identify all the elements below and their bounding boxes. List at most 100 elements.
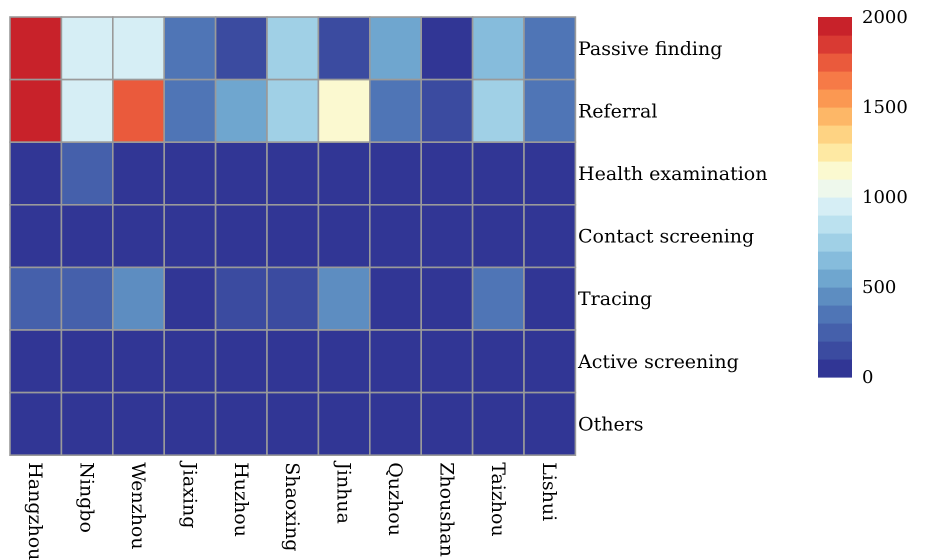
heatmap-cell — [112, 266, 166, 331]
colorbar-bin — [818, 305, 852, 324]
colorbar-bin — [818, 161, 852, 180]
column-label: Zhoushan — [435, 462, 457, 557]
row-label: Others — [578, 413, 644, 435]
heatmap-cell — [471, 141, 525, 206]
heatmap-cell — [163, 16, 217, 81]
heatmap-cell — [112, 204, 166, 269]
heatmap-cell — [420, 16, 474, 81]
heatmap-cell — [266, 266, 320, 331]
heatmap-cell — [266, 78, 320, 143]
column-label: Wenzhou — [127, 462, 149, 549]
colorbar-bin — [818, 179, 852, 198]
heatmap-cell — [112, 329, 166, 394]
heatmap-cell — [163, 204, 217, 269]
row-label: Health examination — [578, 163, 767, 185]
heatmap-cell — [9, 204, 63, 269]
column-label: Taizhou — [487, 462, 509, 537]
column-label: Huzhou — [230, 462, 252, 537]
heatmap-cell — [214, 266, 268, 331]
colorbar-tick-label: 0 — [862, 367, 873, 388]
heatmap-cell — [420, 329, 474, 394]
heatmap-cell — [163, 266, 217, 331]
colorbar-bin — [818, 197, 852, 216]
heatmap-cell — [317, 78, 371, 143]
heatmap-cell — [266, 141, 320, 206]
heatmap-cell — [317, 391, 371, 457]
heatmap-cells — [9, 16, 577, 457]
colorbar-bin — [818, 17, 852, 36]
row-label: Referral — [578, 100, 657, 122]
heatmap-cell — [266, 329, 320, 394]
heatmap-cell — [60, 266, 114, 331]
heatmap-cell — [214, 391, 268, 457]
heatmap-cell — [368, 329, 422, 394]
heatmap-cell — [9, 391, 63, 457]
colorbar-tick-label: 2000 — [862, 7, 908, 28]
heatmap-cell — [523, 78, 577, 143]
heatmap-cell — [60, 78, 114, 143]
colorbar-bin — [818, 35, 852, 54]
heatmap-cell — [214, 141, 268, 206]
heatmap-cell — [420, 78, 474, 143]
column-label: Shaoxing — [281, 462, 303, 551]
column-labels: Hangzhou Ningbo Wenzhou Jiaxing Huzhou Shaoxi… — [24, 460, 560, 560]
heatmap-cell — [368, 391, 422, 457]
heatmap-cell — [163, 391, 217, 457]
heatmap-cell — [163, 141, 217, 206]
heatmap-cell — [368, 204, 422, 269]
heatmap-cell — [112, 78, 166, 143]
heatmap-cell — [471, 78, 525, 143]
heatmap-cell — [420, 141, 474, 206]
row-label: Tracing — [578, 288, 652, 310]
heatmap-cell — [60, 16, 114, 81]
heatmap-cell — [523, 266, 577, 331]
heatmap-cell — [112, 141, 166, 206]
colorbar-bin — [818, 107, 852, 126]
heatmap-cell — [9, 329, 63, 394]
colorbar-bin — [818, 341, 852, 360]
heatmap-cell — [523, 141, 577, 206]
colorbar-bin — [818, 143, 852, 162]
colorbar-bin — [818, 71, 852, 90]
heatmap-cell — [317, 16, 371, 81]
heatmap-cell — [214, 204, 268, 269]
heatmap-cell — [214, 78, 268, 143]
colorbar-tick-label: 1500 — [862, 97, 908, 118]
colorbar-bin — [818, 323, 852, 342]
colorbar-bin — [818, 125, 852, 144]
heatmap-cell — [368, 16, 422, 81]
colorbar-bin — [818, 215, 852, 234]
heatmap-cell — [368, 141, 422, 206]
heatmap-cell — [420, 204, 474, 269]
heatmap-cell — [523, 16, 577, 81]
colorbar-bin — [818, 53, 852, 72]
heatmap-cell — [420, 266, 474, 331]
heatmap-cell — [266, 391, 320, 457]
colorbar-bin — [818, 287, 852, 306]
heatmap-cell — [214, 16, 268, 81]
heatmap-cell — [60, 141, 114, 206]
column-label: Hangzhou — [24, 462, 46, 560]
colorbar-tick-label: 1000 — [862, 187, 908, 208]
row-label: Contact screening — [578, 226, 754, 248]
heatmap-cell — [317, 329, 371, 394]
heatmap-cell — [420, 391, 474, 457]
heatmap-cell — [9, 78, 63, 143]
heatmap-cell — [471, 329, 525, 394]
heatmap-cell — [523, 204, 577, 269]
colorbar-bin — [818, 251, 852, 270]
column-label: Jiaxing — [178, 460, 200, 528]
colorbar-bin — [818, 233, 852, 252]
heatmap-cell — [368, 78, 422, 143]
colorbar-bin — [818, 359, 852, 378]
column-label: Quzhou — [384, 462, 406, 536]
row-label: Active screening — [577, 351, 739, 373]
colorbar-bin — [818, 269, 852, 288]
column-label: Jinhua — [333, 460, 355, 524]
heatmap-cell — [471, 16, 525, 81]
heatmap-cell — [317, 204, 371, 269]
heatmap-cell — [9, 266, 63, 331]
heatmap-cell — [9, 141, 63, 206]
heatmap-cell — [60, 391, 114, 457]
heatmap-cell — [266, 16, 320, 81]
